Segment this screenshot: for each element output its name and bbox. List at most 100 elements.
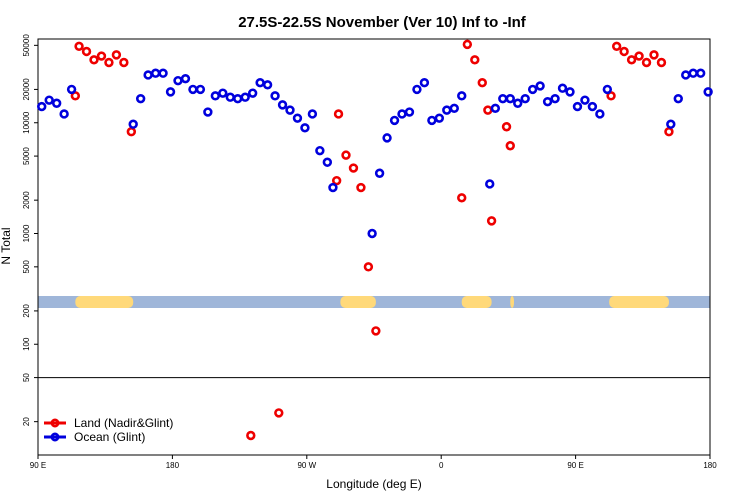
ocean-point [595,109,605,119]
ocean-point [247,88,258,98]
land-point [619,46,629,57]
ocean-point [128,119,138,129]
land-point [96,51,107,61]
y-tick-label: 50 [22,373,31,382]
land-point [470,55,480,65]
land-point [656,57,667,68]
ocean-point [485,179,495,189]
land-point [501,122,512,132]
ocean-point [210,91,221,101]
ocean-point [389,115,400,126]
ocean-point [307,109,318,119]
land-point [356,182,366,193]
plot-area: 20 50 100 200 500 1000 2000 5000 10000 20000 50000… [22,34,717,470]
land-point [341,150,351,160]
surface-band-land [609,296,669,308]
y-tick-label: 2000 [22,191,31,209]
plot-frame [37,38,711,456]
ocean-point [490,103,501,114]
y-tick-label: 1000 [22,224,31,242]
x-tick-label: 0 [439,461,444,470]
y-tick-label: 50000 [22,34,31,57]
ocean-point [520,93,530,104]
ocean-point [602,84,613,95]
land-point [477,77,487,88]
ocean-point [527,84,538,95]
y-tick-label: 20 [22,417,31,426]
ocean-point [565,87,575,97]
ocean-point [457,91,467,101]
ocean-point [542,96,553,107]
x-tick-label: 90 E [567,461,583,470]
land-point [363,262,374,272]
land-point [634,51,644,61]
surface-band-land [75,296,134,308]
ocean-point [37,101,47,112]
y-tick-label: 500 [22,260,31,274]
plot-background [38,39,710,455]
ocean-point [374,168,385,178]
ocean-point [300,123,310,133]
ocean-point [135,93,146,104]
ocean-point [322,157,333,167]
ocean-point [367,228,377,239]
legend-ocean-marker [50,432,60,442]
ocean-point [382,133,392,143]
ocean-point [44,95,54,105]
ocean-point [270,91,280,101]
ocean-point [262,80,273,90]
x-axis-label: Longitude (deg E) [326,477,421,491]
land-point [606,91,616,101]
ocean-point [203,107,213,117]
land-point [649,50,659,60]
legend-land-marker [50,418,60,428]
ocean-point [587,101,598,112]
ocean-point [419,77,430,88]
ocean-point [285,105,295,115]
land-point [81,46,92,57]
ocean-point [580,95,590,105]
land-point [119,57,129,68]
ocean-point [666,119,676,129]
land-point [486,216,497,226]
y-axis-label: N Total [0,227,13,264]
y-tick-label: 20000 [22,78,31,101]
ocean-point [292,113,303,123]
ocean-point [572,101,583,112]
land-point [626,55,637,65]
ocean-point [51,98,62,108]
legend: Land (Nadir&Glint) Ocean (Glint) [44,416,173,444]
ocean-point [412,84,422,95]
ocean-point [535,81,545,91]
ocean-point [195,84,206,95]
land-point [70,91,81,101]
ocean-point [180,73,191,84]
legend-land-label: Land (Nadir&Glint) [74,416,173,430]
legend-ocean-label: Ocean (Glint) [74,430,145,444]
ocean-point [557,83,568,93]
land-point [457,193,467,203]
land-point [641,57,652,68]
land-point [505,141,515,151]
land-point [462,39,473,50]
ocean-point [218,88,228,98]
land-point [611,41,622,52]
ocean-point [513,98,523,108]
land-point [74,41,84,52]
ocean-point [158,68,168,78]
surface-band-land [340,296,376,308]
y-tick-label: 5000 [22,147,31,165]
y-tick-label: 200 [22,304,31,318]
land-point [246,430,256,441]
ocean-point [550,93,560,104]
ocean-point [449,103,459,114]
ocean-point [240,92,250,102]
ocean-point [66,84,77,95]
land-point [104,57,114,68]
ocean-point [59,109,69,119]
ocean-point [404,107,415,117]
surface-band-land [510,296,514,308]
land-point [274,408,284,418]
ocean-point [165,87,176,97]
